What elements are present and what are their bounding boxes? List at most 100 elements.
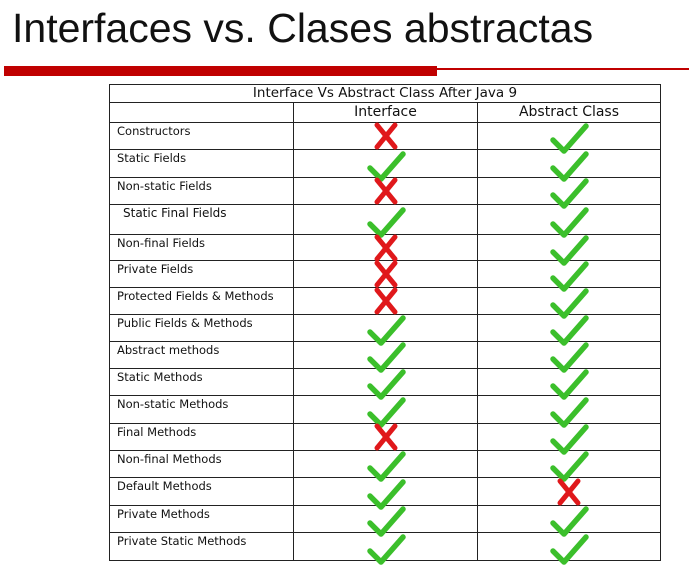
abstract-class-support-cell	[477, 368, 661, 400]
cross-icon	[366, 420, 406, 454]
interface-support-cell	[293, 177, 478, 205]
table-row: Static Final Fields	[109, 204, 661, 238]
feature-name: Non-static Fields	[109, 177, 294, 205]
check-icon	[549, 176, 589, 210]
table-row: Static Methods	[109, 368, 661, 400]
interface-support-cell	[293, 532, 478, 565]
check-icon	[549, 233, 589, 267]
feature-name: Final Methods	[109, 423, 294, 451]
interface-support-cell	[293, 314, 478, 346]
check-icon	[549, 121, 589, 155]
abstract-class-support-cell	[477, 204, 661, 238]
column-header-feature	[109, 102, 294, 123]
feature-name: Public Fields & Methods	[109, 314, 294, 342]
check-icon	[549, 340, 589, 374]
abstract-class-support-cell	[477, 423, 661, 455]
feature-name: Non-final Methods	[109, 450, 294, 478]
abstract-class-support-cell	[477, 532, 661, 565]
cross-icon	[366, 284, 406, 318]
abstract-class-support-cell	[477, 122, 661, 154]
feature-name: Non-final Fields	[109, 234, 294, 261]
table-row: Static Fields	[109, 149, 661, 182]
interface-support-cell	[293, 204, 478, 238]
interface-support-cell	[293, 368, 478, 400]
abstract-class-support-cell	[477, 287, 661, 319]
cross-icon	[366, 174, 406, 208]
cross-icon	[549, 475, 589, 509]
column-header-abstract-class: Abstract Class	[477, 102, 661, 123]
table-row: Private Static Methods	[109, 532, 661, 565]
table-row: Non-static Fields	[109, 177, 661, 209]
title-underline-bar	[4, 66, 437, 76]
check-icon	[366, 149, 406, 183]
cross-icon	[366, 119, 406, 153]
feature-name: Static Final Fields	[109, 204, 294, 235]
cross-icon	[366, 231, 406, 265]
interface-support-cell	[293, 149, 478, 182]
abstract-class-support-cell	[477, 450, 661, 482]
title-underline	[0, 66, 689, 76]
check-icon	[366, 340, 406, 374]
interface-support-cell	[293, 234, 478, 261]
title-underline-line	[437, 68, 689, 70]
table-row: Default Methods	[109, 475, 661, 510]
abstract-class-support-cell	[477, 395, 661, 428]
table-row: Final Methods	[109, 423, 661, 455]
table-row: Protected Fields & Methods	[109, 287, 661, 319]
feature-name: Static Fields	[109, 149, 294, 178]
check-icon	[549, 367, 589, 401]
abstract-class-support-cell	[477, 177, 661, 209]
table-caption: Interface Vs Abstract Class After Java 9	[109, 84, 661, 103]
check-icon	[366, 504, 406, 538]
table-row: Abstract methods	[109, 341, 661, 373]
interface-support-cell	[293, 260, 478, 288]
check-icon	[549, 532, 589, 566]
interface-support-cell	[293, 423, 478, 451]
table-row: Public Fields & Methods	[109, 314, 661, 346]
abstract-class-support-cell	[477, 475, 661, 509]
abstract-class-support-cell	[477, 505, 661, 537]
check-icon	[549, 449, 589, 483]
check-icon	[549, 422, 589, 456]
table-caption-row: Interface Vs Abstract Class After Java 9	[109, 84, 661, 103]
feature-name: Protected Fields & Methods	[109, 287, 294, 315]
check-icon	[549, 205, 589, 239]
check-icon	[549, 286, 589, 320]
feature-name: Default Methods	[109, 477, 294, 506]
table-header-row: Interface Abstract Class	[109, 102, 661, 123]
interface-support-cell	[293, 450, 478, 482]
check-icon	[366, 313, 406, 347]
interface-support-cell	[293, 341, 478, 373]
abstract-class-support-cell	[477, 234, 661, 266]
check-icon	[366, 205, 406, 239]
cross-icon	[366, 257, 406, 291]
interface-support-cell	[293, 505, 478, 537]
interface-support-cell	[293, 122, 478, 150]
check-icon	[366, 477, 406, 511]
check-icon	[366, 395, 406, 429]
check-icon	[366, 532, 406, 566]
check-icon	[366, 367, 406, 401]
abstract-class-support-cell	[477, 149, 661, 182]
slide-title: Interfaces vs. Clases abstractas	[12, 5, 594, 51]
check-icon	[549, 395, 589, 429]
interface-support-cell	[293, 395, 478, 428]
check-icon	[549, 313, 589, 347]
table-row: Private Methods	[109, 505, 661, 537]
feature-name: Private Fields	[109, 260, 294, 288]
check-icon	[549, 259, 589, 293]
feature-name: Constructors	[109, 122, 294, 150]
feature-name: Non-static Methods	[109, 395, 294, 424]
check-icon	[549, 504, 589, 538]
check-icon	[366, 449, 406, 483]
abstract-class-support-cell	[477, 341, 661, 373]
table-row: Private Fields	[109, 260, 661, 292]
check-icon	[549, 149, 589, 183]
interface-support-cell	[293, 287, 478, 315]
table-row: Non-final Methods	[109, 450, 661, 482]
interface-support-cell	[293, 477, 478, 510]
table-body: Constructors Static Fields Non-static Fiel…	[109, 122, 661, 565]
table-row: Constructors	[109, 122, 661, 154]
feature-name: Private Methods	[109, 505, 294, 533]
abstract-class-support-cell	[477, 314, 661, 346]
